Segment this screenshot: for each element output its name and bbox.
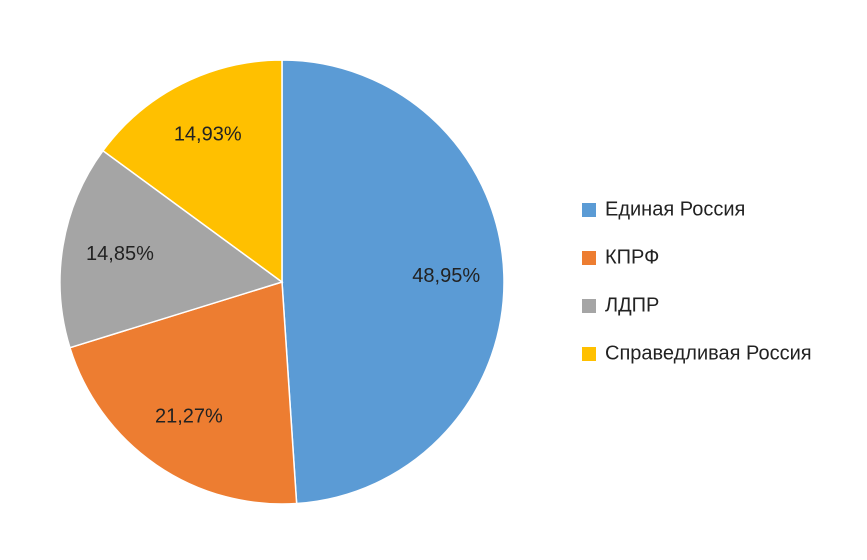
legend-label: Справедливая Россия [605, 342, 812, 364]
data-label: 14,93% [174, 124, 242, 146]
pie-slice [59, 149, 284, 349]
pie-slice [281, 59, 505, 505]
pie-slice [68, 281, 298, 505]
legend-swatch [582, 299, 596, 313]
legend-label: КПРФ [605, 246, 659, 268]
legend-swatch [582, 251, 596, 265]
data-label: 21,27% [155, 406, 223, 428]
data-label: 14,85% [86, 243, 154, 265]
legend-label: Единая Россия [605, 198, 745, 220]
data-label: 48,95% [412, 265, 480, 287]
pie-slice [101, 59, 283, 284]
legend-swatch [582, 203, 596, 217]
legend-label: ЛДПР [605, 294, 659, 316]
legend-swatch [582, 347, 596, 361]
